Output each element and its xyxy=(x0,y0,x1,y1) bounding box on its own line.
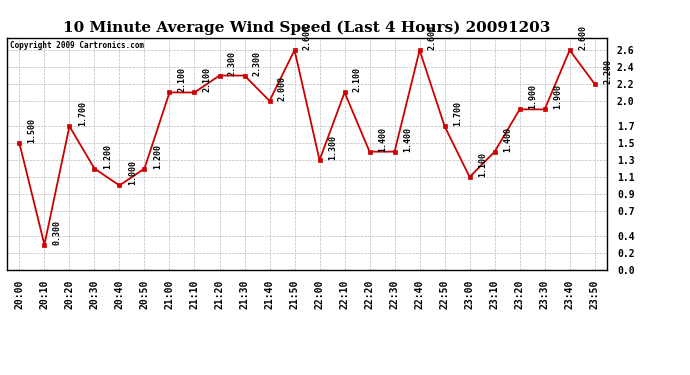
Text: 1.900: 1.900 xyxy=(553,84,562,109)
Text: 1.400: 1.400 xyxy=(403,127,412,152)
Text: 1.200: 1.200 xyxy=(152,144,161,168)
Text: 1.400: 1.400 xyxy=(503,127,512,152)
Text: 2.600: 2.600 xyxy=(578,25,587,50)
Text: 1.900: 1.900 xyxy=(528,84,537,109)
Text: 1.500: 1.500 xyxy=(28,118,37,143)
Text: Copyright 2009 Cartronics.com: Copyright 2009 Cartronics.com xyxy=(10,41,144,50)
Text: 2.100: 2.100 xyxy=(178,68,187,93)
Text: 2.600: 2.600 xyxy=(303,25,312,50)
Text: 1.000: 1.000 xyxy=(128,160,137,186)
Text: 1.200: 1.200 xyxy=(103,144,112,168)
Text: 2.000: 2.000 xyxy=(278,76,287,101)
Text: 1.700: 1.700 xyxy=(78,101,87,126)
Text: 2.200: 2.200 xyxy=(603,59,612,84)
Text: 2.300: 2.300 xyxy=(228,51,237,75)
Text: 1.300: 1.300 xyxy=(328,135,337,160)
Text: 2.100: 2.100 xyxy=(203,68,212,93)
Title: 10 Minute Average Wind Speed (Last 4 Hours) 20091203: 10 Minute Average Wind Speed (Last 4 Hou… xyxy=(63,21,551,35)
Text: 2.100: 2.100 xyxy=(353,68,362,93)
Text: 0.300: 0.300 xyxy=(52,220,61,245)
Text: 1.400: 1.400 xyxy=(378,127,387,152)
Text: 2.300: 2.300 xyxy=(253,51,262,75)
Text: 1.100: 1.100 xyxy=(478,152,487,177)
Text: 1.700: 1.700 xyxy=(453,101,462,126)
Text: 2.600: 2.600 xyxy=(428,25,437,50)
